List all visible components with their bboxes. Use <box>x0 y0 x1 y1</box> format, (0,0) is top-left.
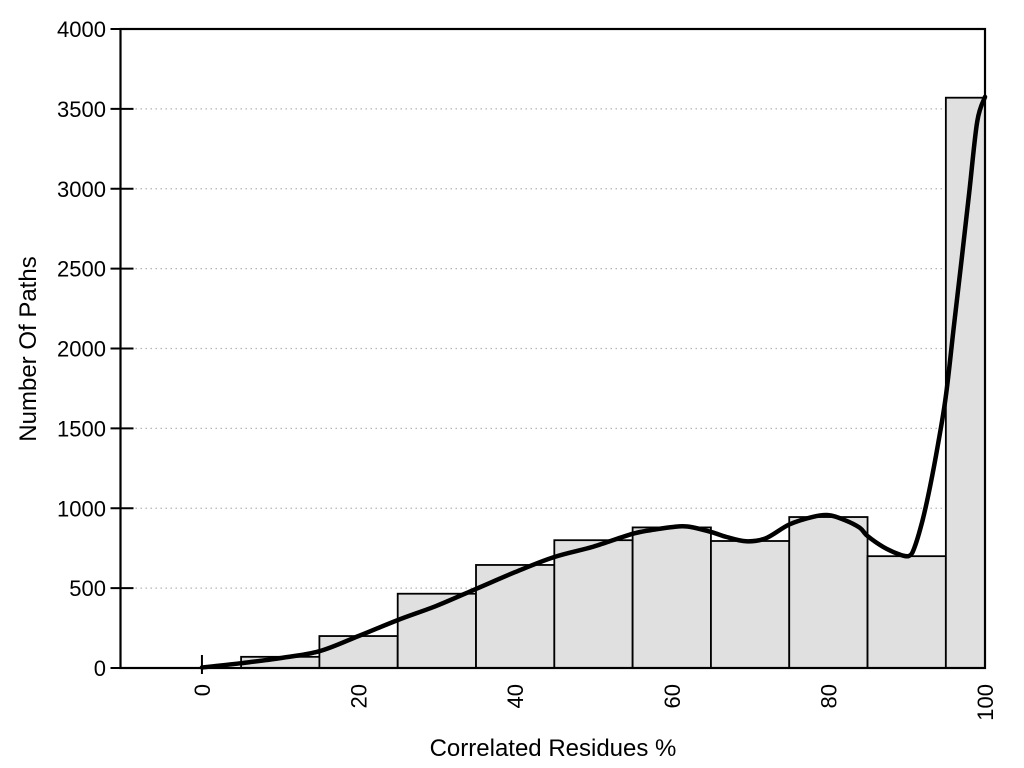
histogram-bar <box>318 635 399 669</box>
x-tick-label: 0 <box>190 684 215 696</box>
histogram-bar <box>944 96 986 669</box>
x-tick-label: 60 <box>660 684 685 708</box>
y-axis-title: Number Of Paths <box>15 256 42 441</box>
histogram-bar <box>475 564 556 669</box>
x-tick-label: 20 <box>347 684 372 708</box>
y-tick-label: 4000 <box>57 17 106 42</box>
y-tick-label: 2500 <box>57 257 106 282</box>
y-tick-label: 500 <box>69 576 106 601</box>
histogram-bar <box>710 540 791 669</box>
histogram-bars <box>240 96 986 669</box>
histogram-bar <box>866 555 947 669</box>
y-tick-label: 3000 <box>57 177 106 202</box>
y-tick-label: 3500 <box>57 97 106 122</box>
histogram-bar <box>631 526 712 669</box>
density-curve <box>199 94 988 670</box>
y-tick-label: 2000 <box>57 337 106 362</box>
x-tick-label: 40 <box>503 684 528 708</box>
y-tick-label: 1500 <box>57 416 106 441</box>
histogram-bar <box>788 516 869 669</box>
y-tick-label: 0 <box>94 656 106 681</box>
x-axis-title: Correlated Residues % <box>430 735 677 762</box>
histogram-bar <box>553 539 634 669</box>
y-tick-label: 1000 <box>57 496 106 521</box>
y-tick-marks <box>110 28 134 669</box>
tick-labels: 0 500 1000 1500 2000 2500 3000 3500 4000 0 20 40 60 8… <box>57 17 998 721</box>
x-tick-label: 100 <box>973 684 998 721</box>
x-tick-label: 80 <box>816 684 841 708</box>
